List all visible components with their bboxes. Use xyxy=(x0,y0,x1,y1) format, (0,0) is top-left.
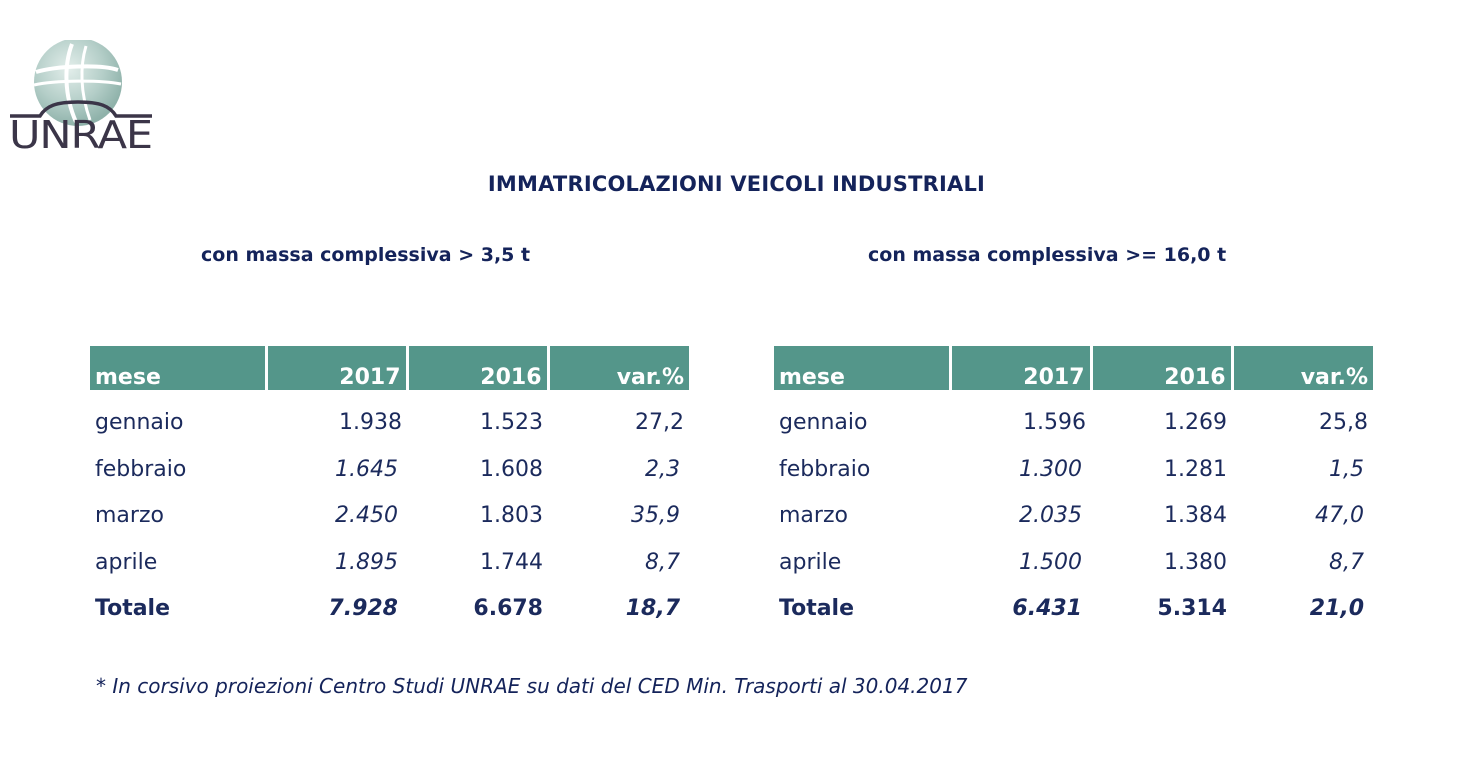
cell-mese: febbraio xyxy=(779,456,871,482)
table-row: aprile 1.500 1.380 8,7 xyxy=(774,539,1373,586)
cell-2016: 1.269 xyxy=(1164,409,1227,435)
cell-var: 21,0 xyxy=(1309,596,1364,622)
cell-2016: 1.803 xyxy=(480,503,543,529)
footnote: * In corsivo proiezioni Centro Studi UNR… xyxy=(96,674,968,698)
cell-mese: marzo xyxy=(779,503,848,529)
header-var: var.% xyxy=(548,346,689,390)
subtitle-right: con massa complessiva >= 16,0 t xyxy=(868,244,1227,266)
cell-mese: marzo xyxy=(95,503,164,529)
header-mese: mese xyxy=(90,346,268,390)
cell-var: 8,7 xyxy=(1329,549,1364,575)
cell-mese: aprile xyxy=(95,549,158,575)
table-row: febbraio 1.645 1.608 2,3 xyxy=(90,446,689,493)
total-row: Totale 6.431 5.314 21,0 xyxy=(774,586,1373,633)
header-var: var.% xyxy=(1232,346,1373,390)
table-row: febbraio 1.300 1.281 1,5 xyxy=(774,446,1373,493)
cell-2017: 7.928 xyxy=(328,596,398,622)
cell-var: 35,9 xyxy=(631,503,680,529)
header-2017: 2017 xyxy=(950,346,1093,390)
cell-2017: 1.895 xyxy=(335,549,398,575)
logo-text: UNRAE xyxy=(9,113,152,155)
unrae-logo: UNRAE xyxy=(9,40,153,155)
cell-2017: 1.500 xyxy=(1019,549,1082,575)
table-row: marzo 2.450 1.803 35,9 xyxy=(90,493,689,540)
cell-2017: 1.596 xyxy=(1023,409,1086,435)
header-2016: 2016 xyxy=(407,346,550,390)
car-silhouette-icon xyxy=(10,100,152,118)
header-mese: mese xyxy=(774,346,952,390)
cell-mese: Totale xyxy=(779,596,855,622)
cell-var: 8,7 xyxy=(645,549,680,575)
table-mass-over-3-5t: mese 2017 2016 var.% gennaio 1.938 1.523… xyxy=(90,346,689,632)
table-row: marzo 2.035 1.384 47,0 xyxy=(774,493,1373,540)
cell-2017: 1.938 xyxy=(339,409,402,435)
cell-2016: 6.678 xyxy=(473,596,543,622)
total-row: Totale 7.928 6.678 18,7 xyxy=(90,586,689,633)
cell-var: 18,7 xyxy=(625,596,680,622)
cell-2016: 1.384 xyxy=(1164,503,1227,529)
table-row: gennaio 1.596 1.269 25,8 xyxy=(774,390,1373,446)
cell-2017: 6.431 xyxy=(1012,596,1082,622)
subtitle-left: con massa complessiva > 3,5 t xyxy=(201,244,531,266)
cell-mese: Totale xyxy=(95,596,171,622)
table-mass-over-16t: mese 2017 2016 var.% gennaio 1.596 1.269… xyxy=(774,346,1373,632)
cell-2016: 1.608 xyxy=(480,456,543,482)
cell-2017: 1.300 xyxy=(1019,456,1082,482)
cell-var: 25,8 xyxy=(1319,409,1368,435)
cell-2016: 1.523 xyxy=(480,409,543,435)
cell-var: 27,2 xyxy=(635,409,684,435)
table-row: aprile 1.895 1.744 8,7 xyxy=(90,539,689,586)
cell-2017: 1.645 xyxy=(335,456,398,482)
table-header-row: mese 2017 2016 var.% xyxy=(90,346,689,390)
cell-var: 47,0 xyxy=(1315,503,1364,529)
cell-2016: 5.314 xyxy=(1157,596,1227,622)
cell-var: 2,3 xyxy=(645,456,680,482)
cell-mese: febbraio xyxy=(95,456,187,482)
cell-mese: gennaio xyxy=(779,409,868,435)
table-header-row: mese 2017 2016 var.% xyxy=(774,346,1373,390)
cell-mese: aprile xyxy=(779,549,842,575)
cell-mese: gennaio xyxy=(95,409,184,435)
header-2016: 2016 xyxy=(1091,346,1234,390)
table-row: gennaio 1.938 1.523 27,2 xyxy=(90,390,689,446)
cell-2016: 1.380 xyxy=(1164,549,1227,575)
cell-2017: 2.450 xyxy=(335,503,398,529)
cell-var: 1,5 xyxy=(1329,456,1364,482)
cell-2017: 2.035 xyxy=(1019,503,1082,529)
page-title: IMMATRICOLAZIONI VEICOLI INDUSTRIALI xyxy=(487,172,986,196)
header-2017: 2017 xyxy=(266,346,409,390)
cell-2016: 1.744 xyxy=(480,549,543,575)
cell-2016: 1.281 xyxy=(1164,456,1227,482)
